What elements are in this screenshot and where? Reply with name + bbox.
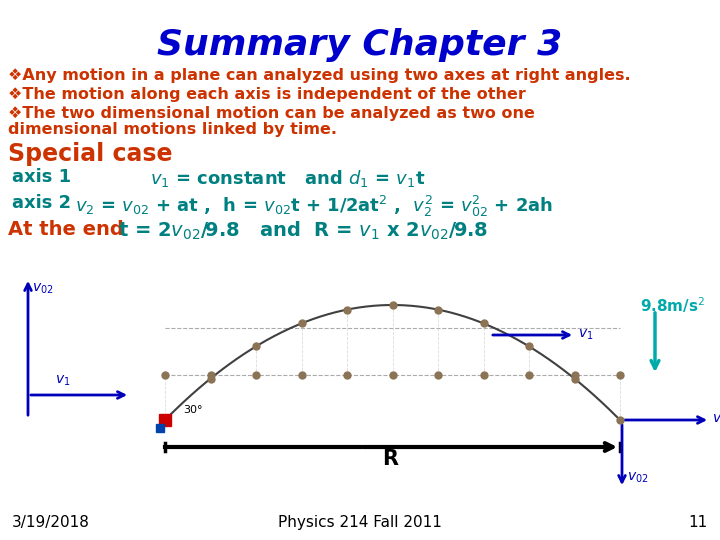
Text: Summary Chapter 3: Summary Chapter 3 xyxy=(158,28,562,62)
Text: $v_1$: $v_1$ xyxy=(55,374,71,388)
Text: 9.8m/s$^2$: 9.8m/s$^2$ xyxy=(640,295,705,315)
Text: $v_1$: $v_1$ xyxy=(712,413,720,427)
Text: axis 1: axis 1 xyxy=(12,168,71,186)
Text: ❖Any motion in a plane can analyzed using two axes at right angles.: ❖Any motion in a plane can analyzed usin… xyxy=(8,68,631,83)
Text: t = 2$v_{02}$/9.8   and  R = $v_1$ x 2$v_{02}$/9.8: t = 2$v_{02}$/9.8 and R = $v_1$ x 2$v_{0… xyxy=(118,220,488,242)
Text: dimensional motions linked by time.: dimensional motions linked by time. xyxy=(8,122,337,137)
Text: Physics 214 Fall 2011: Physics 214 Fall 2011 xyxy=(278,515,442,530)
Text: $v_2$ = $v_{02}$ + at ,  h = $v_{02}$t + 1/2at$^2$ ,  $v_2^2$ = $v_{02}^2$ + 2ah: $v_2$ = $v_{02}$ + at , h = $v_{02}$t + … xyxy=(75,194,554,219)
Text: R: R xyxy=(382,449,398,469)
Text: axis 2: axis 2 xyxy=(12,194,71,212)
Text: $v_1$ = constant   and $d_1$ = $v_1$t: $v_1$ = constant and $d_1$ = $v_1$t xyxy=(150,168,426,189)
Text: $v_{02}$: $v_{02}$ xyxy=(32,282,53,296)
Text: Special case: Special case xyxy=(8,142,173,166)
Text: ❖The two dimensional motion can be analyzed as two one: ❖The two dimensional motion can be analy… xyxy=(8,106,535,121)
Text: $v_{02}$: $v_{02}$ xyxy=(627,471,649,485)
Text: At the end: At the end xyxy=(8,220,124,239)
Text: 30°: 30° xyxy=(183,405,202,415)
Text: $v_1$: $v_1$ xyxy=(578,328,593,342)
Text: 3/19/2018: 3/19/2018 xyxy=(12,515,90,530)
Text: 11: 11 xyxy=(689,515,708,530)
Text: ❖The motion along each axis is independent of the other: ❖The motion along each axis is independe… xyxy=(8,87,526,102)
